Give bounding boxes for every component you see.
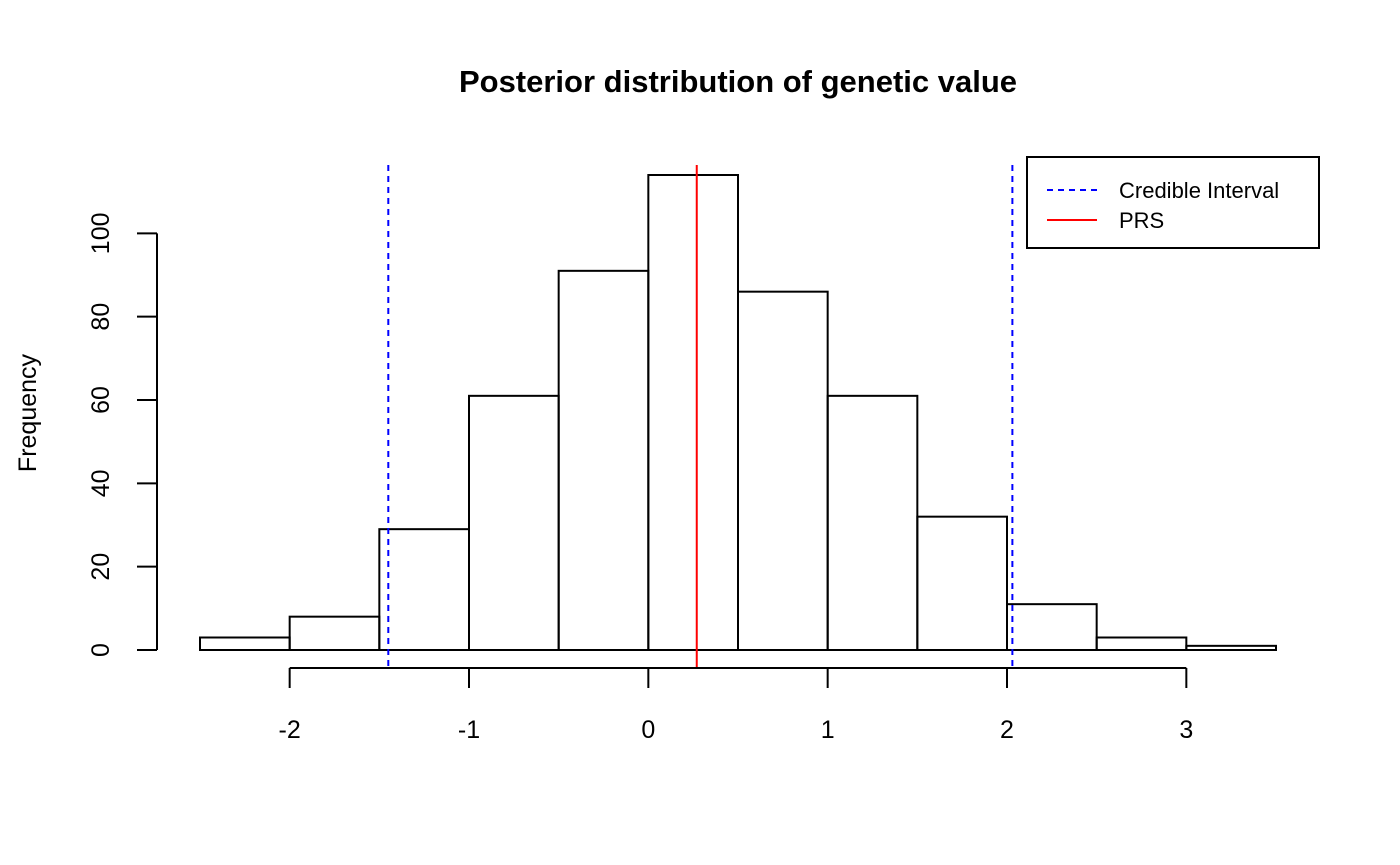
histogram-bar-8 [916,515,1008,652]
histogram-bar-2 [378,528,471,652]
y-axis: 0 20 40 60 80 100 [87,212,158,657]
histogram-bar-10 [1095,636,1188,651]
y-tick-label-1: 20 [87,553,115,581]
histogram-bar-1 [288,615,381,652]
histogram-bar-7 [826,394,919,652]
reference-lines [387,165,1014,668]
histogram-bar-11 [1185,644,1278,651]
y-tick-label-4: 80 [87,303,115,331]
y-tick-label-3: 60 [87,386,115,414]
y-tick-label-5: 100 [87,212,115,254]
x-tick-label-2: 0 [641,716,655,744]
histogram-bar-3 [468,394,560,652]
legend: Credible Interval PRS [1026,156,1320,249]
legend-label-credible-interval: Credible Interval [1119,178,1279,203]
y-tick-label-2: 40 [87,469,115,497]
histogram-bar-9 [1006,603,1098,652]
x-tick-label-0: -2 [279,716,301,744]
histogram-bars [199,174,1278,652]
histogram-bar-0 [199,636,291,651]
y-axis-label: Frequency [14,353,42,472]
x-tick-label-1: -1 [458,716,480,744]
x-axis: -2 -1 0 1 2 3 [279,667,1193,744]
chart-title: Posterior distribution of genetic value [459,64,1017,99]
x-tick-label-3: 1 [821,716,835,744]
histogram-bar-6 [737,290,829,651]
histogram-bar-5 [647,174,739,651]
y-tick-label-0: 0 [87,643,115,657]
legend-box [1026,156,1320,249]
x-tick-label-4: 2 [1000,716,1014,744]
x-tick-label-5: 3 [1179,716,1193,744]
histogram-bar-4 [557,269,650,651]
legend-label-prs: PRS [1119,208,1164,233]
